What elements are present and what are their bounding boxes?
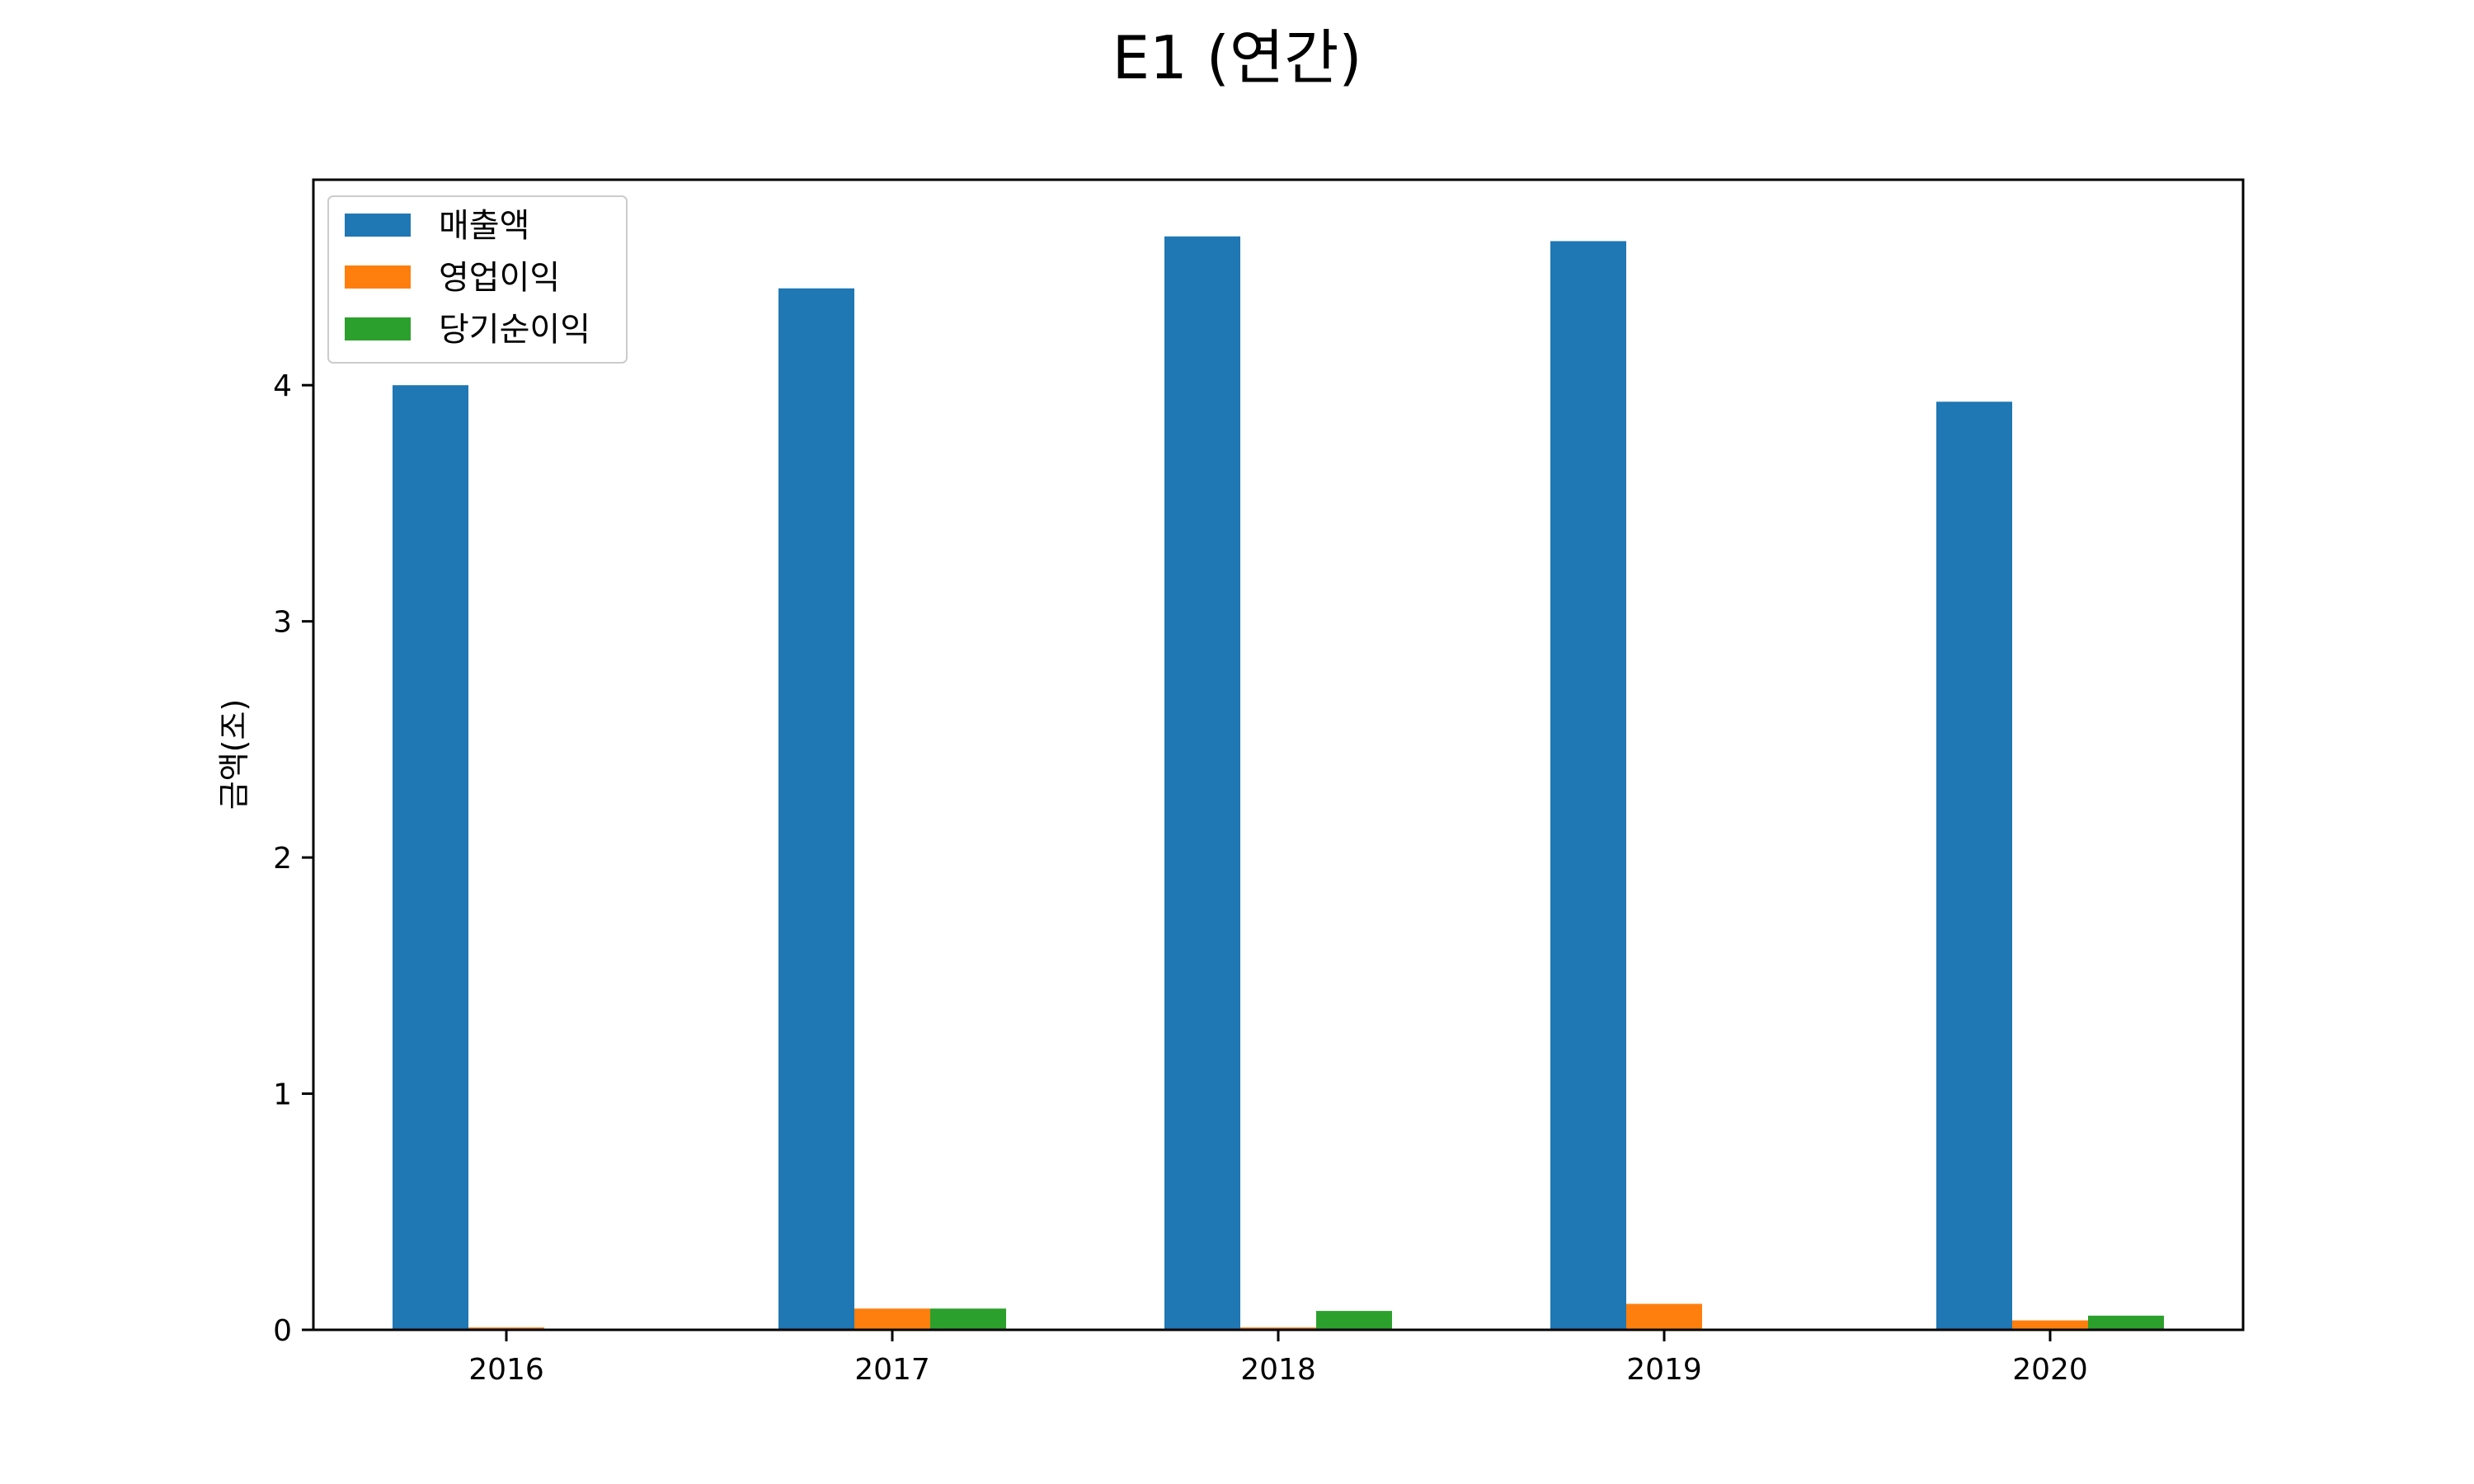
chart-title: E1 (연간) [1112, 23, 1362, 92]
bar-1-2017 [778, 288, 854, 1331]
bar-3-2017 [930, 1308, 1006, 1330]
x-tick-label: 2020 [2012, 1353, 2088, 1387]
x-tick-label: 2016 [468, 1353, 544, 1387]
bar-2-2020 [2012, 1320, 2088, 1330]
y-tick-label: 0 [273, 1314, 292, 1348]
y-axis-label: 금액(조) [216, 699, 252, 810]
y-tick-label: 3 [273, 606, 292, 640]
legend-swatch-1 [345, 214, 411, 237]
legend-label-2: 영업이익 [439, 259, 560, 297]
legend-label-3: 당기순이익 [439, 311, 590, 349]
x-axis: 2016 2017 2018 2019 2020 [468, 1330, 2088, 1387]
y-axis: 0 1 2 3 4 [273, 369, 313, 1348]
y-tick-label: 2 [273, 842, 292, 876]
y-tick-label: 4 [273, 369, 292, 403]
legend-swatch-2 [345, 265, 411, 289]
bar-2-2019 [1626, 1303, 1702, 1330]
legend-swatch-3 [345, 317, 411, 340]
bar-1-2019 [1550, 241, 1626, 1331]
x-tick-label: 2017 [854, 1353, 930, 1387]
bar-1-2018 [1164, 236, 1240, 1330]
bars-layer [393, 236, 2164, 1331]
bar-1-2020 [1936, 402, 2012, 1331]
x-tick-label: 2019 [1626, 1353, 1702, 1387]
bar-3-2018 [1316, 1311, 1392, 1330]
x-tick-label: 2018 [1240, 1353, 1316, 1387]
bar-1-2016 [393, 385, 468, 1330]
y-tick-label: 1 [273, 1078, 292, 1112]
bar-2-2017 [854, 1308, 930, 1330]
bar-3-2020 [2088, 1315, 2164, 1330]
legend-label-1: 매출액 [439, 207, 529, 245]
